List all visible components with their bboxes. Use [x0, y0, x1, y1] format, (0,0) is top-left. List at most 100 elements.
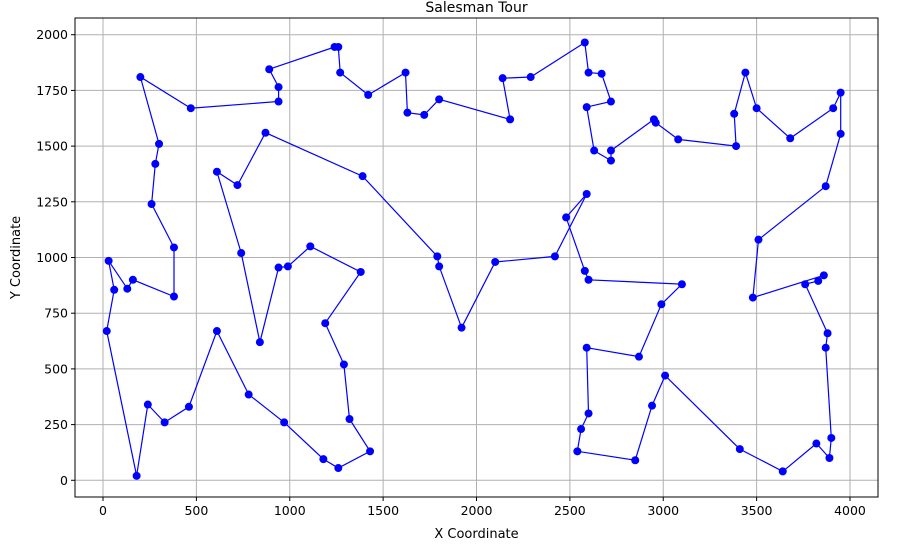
city-point [306, 242, 315, 251]
city-point [356, 267, 365, 276]
city-point [132, 471, 141, 480]
city-point [829, 104, 838, 113]
city-point [606, 97, 615, 106]
city-point [169, 243, 178, 252]
y-tick-label: 1750 [36, 83, 68, 98]
y-tick-label: 750 [44, 306, 68, 321]
city-point [498, 74, 507, 83]
city-point [827, 433, 836, 442]
axis-ticks: 0 500 1000 1500 2000 2500 3000 3500 4000 0 250 500 7… [36, 27, 866, 518]
city-point [319, 455, 328, 464]
city-point [748, 293, 757, 302]
city-point [823, 329, 832, 338]
city-point [814, 276, 823, 285]
city-point [819, 271, 828, 280]
y-axis-label: Y Coordinate [9, 216, 24, 300]
city-point [752, 104, 761, 113]
city-point [184, 402, 193, 411]
x-tick-label: 3500 [741, 503, 773, 518]
city-point [597, 69, 606, 78]
city-point [577, 425, 586, 434]
x-tick-label: 1500 [367, 503, 399, 518]
city-point [280, 418, 289, 427]
city-point [334, 464, 343, 473]
city-point [233, 181, 242, 190]
city-point [631, 456, 640, 465]
city-point [212, 167, 221, 176]
y-tick-label: 500 [44, 361, 68, 376]
x-tick-label: 0 [99, 503, 107, 518]
city-point [435, 262, 444, 271]
city-point [506, 115, 515, 124]
x-tick-label: 2000 [461, 503, 493, 518]
city-point [606, 156, 615, 165]
x-tick-label: 3000 [647, 503, 679, 518]
y-tick-label: 2000 [36, 27, 68, 42]
x-tick-label: 500 [184, 503, 208, 518]
city-point [274, 83, 283, 92]
city-point [584, 68, 593, 77]
x-tick-label: 1000 [274, 503, 306, 518]
city-point [821, 182, 830, 191]
city-point [580, 38, 589, 47]
city-point [741, 68, 750, 77]
city-point [634, 352, 643, 361]
city-point [420, 110, 429, 119]
city-point [274, 97, 283, 106]
city-point [582, 103, 591, 112]
city-point [457, 323, 466, 332]
city-point [274, 263, 283, 272]
city-point [812, 439, 821, 448]
city-point [582, 343, 591, 352]
y-tick-label: 1250 [36, 194, 68, 209]
y-tick-label: 1500 [36, 139, 68, 154]
city-point [821, 343, 830, 352]
city-point [339, 360, 348, 369]
city-point [345, 415, 354, 424]
city-point [786, 134, 795, 143]
city-point [491, 257, 500, 266]
city-point [526, 73, 535, 82]
y-tick-label: 250 [44, 417, 68, 432]
city-point [151, 159, 160, 168]
city-points [102, 38, 845, 480]
city-point [366, 447, 375, 456]
city-point [735, 445, 744, 454]
city-point [160, 418, 169, 427]
city-point [334, 42, 343, 51]
city-point [836, 129, 845, 138]
city-point [110, 285, 119, 294]
city-point [825, 454, 834, 463]
city-point [732, 142, 741, 151]
city-point [836, 88, 845, 97]
city-point [336, 68, 345, 77]
city-point [584, 409, 593, 418]
grid [75, 18, 878, 497]
y-tick-label: 0 [60, 473, 68, 488]
city-point [265, 65, 274, 74]
x-axis-label: X Coordinate [434, 527, 518, 542]
city-point [104, 256, 113, 265]
city-point [661, 371, 670, 380]
city-point [212, 327, 221, 336]
x-tick-label: 4000 [834, 503, 866, 518]
city-point [143, 400, 152, 409]
city-point [778, 467, 787, 476]
city-point [754, 235, 763, 244]
city-point [674, 135, 683, 144]
city-point [580, 266, 589, 275]
city-point [261, 128, 270, 137]
city-point [433, 252, 442, 261]
city-point [648, 401, 657, 410]
city-point [651, 118, 660, 127]
city-point [255, 338, 264, 347]
city-point [562, 213, 571, 222]
city-point [435, 95, 444, 104]
city-point [582, 190, 591, 199]
city-point [237, 249, 246, 258]
city-point [186, 104, 195, 113]
city-point [244, 390, 253, 399]
city-point [358, 172, 367, 181]
x-tick-label: 2500 [554, 503, 586, 518]
